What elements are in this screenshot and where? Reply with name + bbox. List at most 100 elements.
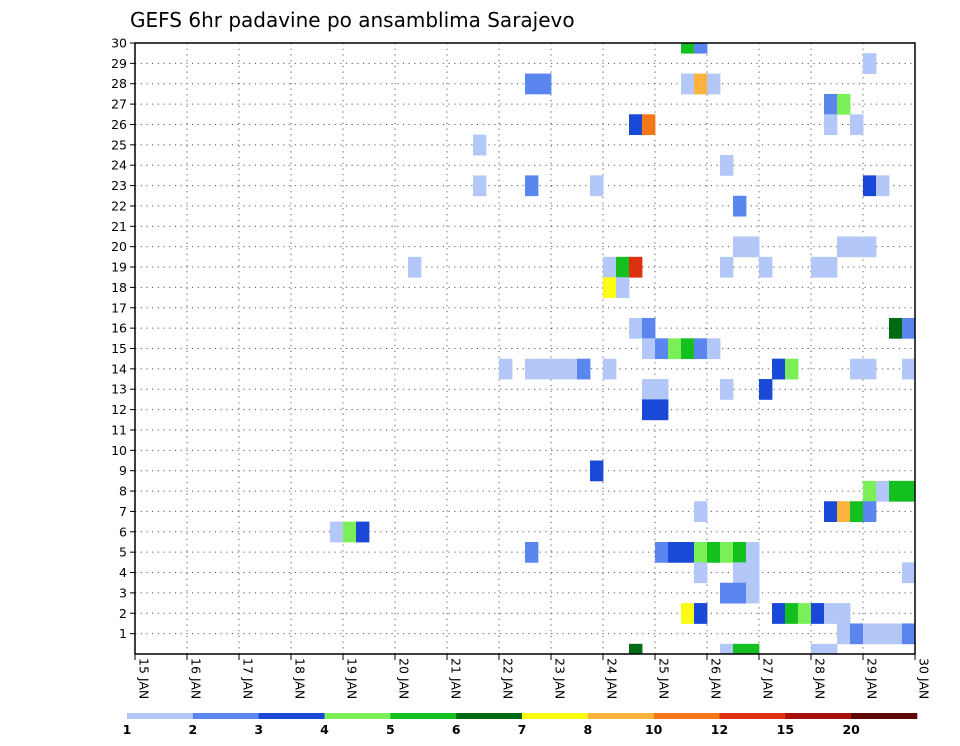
data-cell	[707, 73, 721, 95]
data-cell	[694, 43, 708, 54]
data-cell	[707, 338, 721, 360]
data-cell	[863, 480, 877, 502]
tick-layer: 1234567891011121314151617181920212223242…	[111, 36, 931, 700]
y-tick-label: 9	[119, 463, 127, 478]
data-cell	[525, 541, 539, 563]
data-cell	[720, 643, 734, 655]
data-cell	[720, 256, 734, 278]
y-tick-label: 17	[111, 300, 127, 315]
data-cell	[876, 175, 890, 197]
data-cell	[720, 155, 734, 176]
colorbar-segment	[390, 713, 457, 719]
data-cell	[668, 338, 682, 360]
y-tick-label: 29	[111, 56, 127, 71]
data-cell	[837, 623, 851, 645]
colorbar-label: 8	[583, 722, 592, 737]
data-cell	[889, 623, 903, 645]
y-tick-label: 26	[111, 117, 127, 132]
data-cell	[694, 338, 708, 360]
colorbar-layer: 1 2 3 4 5 6 7 8 10 12 15 20	[123, 713, 918, 737]
y-tick-label: 28	[111, 76, 127, 91]
data-cell	[733, 236, 747, 258]
data-cell	[785, 358, 799, 380]
data-cell	[759, 256, 773, 278]
data-cell	[720, 582, 734, 604]
colorbar-segment	[653, 713, 720, 719]
x-tick-label: 19 JAN	[345, 658, 360, 699]
data-cell	[681, 43, 695, 54]
data-cell	[642, 338, 656, 360]
data-cell	[356, 521, 370, 543]
y-tick-label: 30	[111, 36, 127, 51]
data-cell	[655, 379, 669, 400]
data-cell	[590, 175, 604, 197]
colorbar-label: 20	[842, 722, 860, 737]
data-cell	[733, 643, 747, 655]
data-cell	[408, 256, 422, 278]
x-tick-label: 28 JAN	[813, 658, 828, 699]
data-cell	[681, 338, 695, 360]
data-cell	[876, 480, 890, 502]
data-cell	[694, 562, 708, 584]
y-tick-label: 27	[111, 97, 127, 112]
colorbar-label: 1	[123, 722, 132, 737]
data-cell	[473, 134, 487, 156]
data-cell	[863, 236, 877, 258]
data-cell	[902, 480, 916, 502]
data-cell	[824, 603, 838, 624]
colorbar-segment	[785, 713, 852, 719]
data-cell	[850, 236, 864, 258]
data-cell	[824, 256, 838, 278]
cell-layer	[330, 43, 916, 655]
y-tick-label: 7	[119, 504, 127, 519]
colorbar-segment	[127, 713, 194, 719]
data-cell	[824, 643, 838, 655]
data-cell	[902, 358, 916, 380]
data-cell	[837, 603, 851, 624]
data-cell	[616, 277, 630, 298]
data-cell	[720, 379, 734, 400]
data-cell	[538, 358, 552, 380]
data-cell	[863, 175, 877, 197]
y-tick-label: 15	[111, 341, 127, 356]
data-cell	[811, 643, 825, 655]
data-cell	[746, 236, 760, 258]
x-tick-label: 29 JAN	[865, 658, 880, 699]
data-cell	[733, 582, 747, 604]
y-tick-label: 18	[111, 280, 127, 295]
data-cell	[629, 256, 643, 278]
data-cell	[720, 541, 734, 563]
data-cell	[733, 541, 747, 563]
data-cell	[694, 73, 708, 95]
colorbar-label: 4	[320, 722, 329, 737]
data-cell	[330, 521, 344, 543]
colorbar-segment	[258, 713, 325, 719]
data-cell	[746, 582, 760, 604]
colorbar-segment	[324, 713, 391, 719]
x-tick-label: 16 JAN	[189, 658, 204, 699]
data-cell	[824, 114, 838, 136]
colorbar-segment	[456, 713, 523, 719]
x-tick-label: 27 JAN	[761, 658, 776, 699]
colorbar-label: 3	[254, 722, 263, 737]
data-cell	[655, 338, 669, 360]
colorbar-segment	[587, 713, 654, 719]
data-cell	[603, 256, 617, 278]
colorbar-segment	[719, 713, 786, 719]
y-tick-label: 20	[111, 239, 127, 254]
y-tick-label: 13	[111, 382, 127, 397]
colorbar-segment	[522, 713, 589, 719]
x-tick-label: 21 JAN	[449, 658, 464, 699]
y-tick-label: 10	[111, 443, 127, 458]
data-cell	[590, 460, 604, 482]
data-cell	[603, 277, 617, 298]
data-cell	[889, 317, 903, 339]
data-cell	[889, 480, 903, 502]
y-tick-label: 12	[111, 402, 127, 417]
data-cell	[642, 379, 656, 400]
data-cell	[655, 541, 669, 563]
data-cell	[772, 358, 786, 380]
data-cell	[837, 236, 851, 258]
data-cell	[811, 256, 825, 278]
data-cell	[746, 541, 760, 563]
